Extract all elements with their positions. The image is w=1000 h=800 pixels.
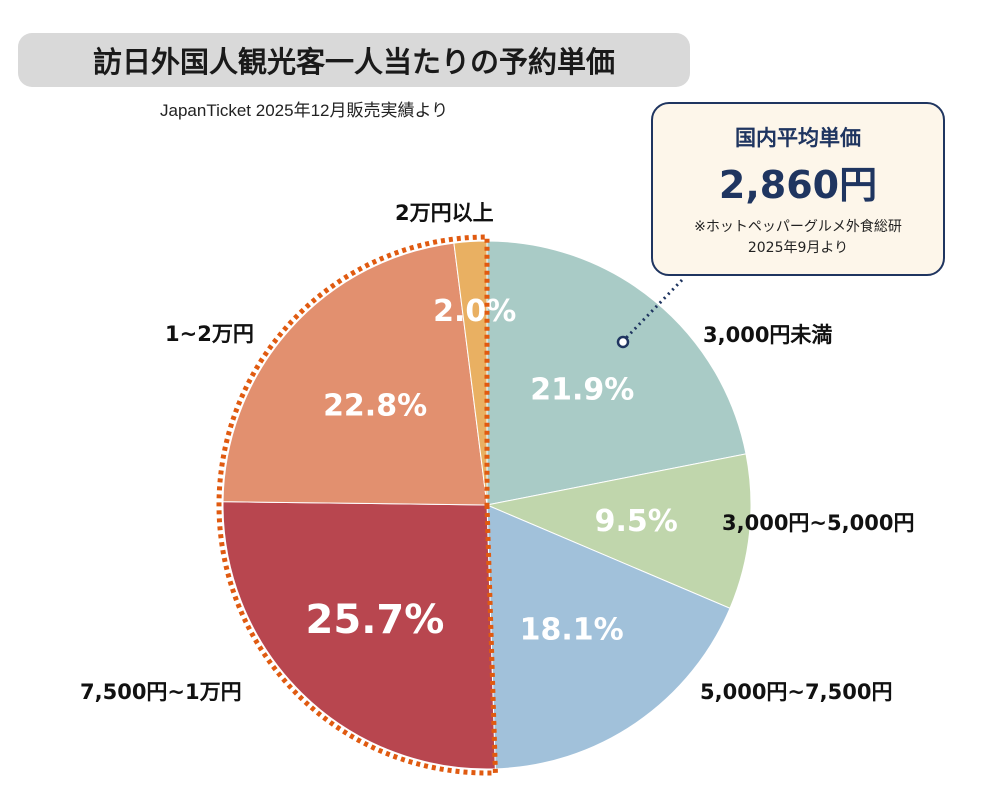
pie-slice xyxy=(486,504,731,770)
pie-slice xyxy=(222,501,496,770)
callout-heading: 国内平均単価 xyxy=(735,126,861,150)
highlight-outline xyxy=(216,234,498,776)
slice-value-label: 2.0% xyxy=(433,294,516,329)
slice-label-10000-20000: 1~2万円 xyxy=(165,322,254,346)
slice-label-under-3000: 3,000円未満 xyxy=(703,323,833,347)
slice-value-label: 9.5% xyxy=(595,504,678,539)
slice-value-label: 21.9% xyxy=(530,373,634,408)
callout-note-source: ※ホットペッパーグルメ外食総研 xyxy=(694,219,902,235)
callout-value: 2,860円 xyxy=(718,163,878,207)
slice-label-5000-7500: 5,000円~7,500円 xyxy=(700,680,893,704)
callout-pointer-line xyxy=(624,278,684,340)
slice-value-label: 22.8% xyxy=(323,389,427,424)
pie-slice xyxy=(486,240,747,506)
callout-pointer-dot xyxy=(616,335,630,349)
slice-label-7500-10000: 7,500円~1万円 xyxy=(80,680,242,704)
national-average-callout: 国内平均単価 2,860円 ※ホットペッパーグルメ外食総研 2025年9月より xyxy=(651,102,945,276)
slice-label-over-20000: 2万円以上 xyxy=(395,201,494,225)
pie-slice xyxy=(485,453,752,609)
slice-value-label: 18.1% xyxy=(520,612,624,647)
callout-note-date: 2025年9月より xyxy=(747,240,849,256)
chart-subtitle: JapanTicket 2025年12月販売実績より xyxy=(160,101,449,120)
slice-label-3000-5000: 3,000円~5,000円 xyxy=(722,511,915,535)
chart-title: 訪日外国人観光客一人当たりの予約単価 xyxy=(18,33,690,87)
pie-slice xyxy=(222,242,488,506)
slice-value-label: 25.7% xyxy=(306,597,445,643)
